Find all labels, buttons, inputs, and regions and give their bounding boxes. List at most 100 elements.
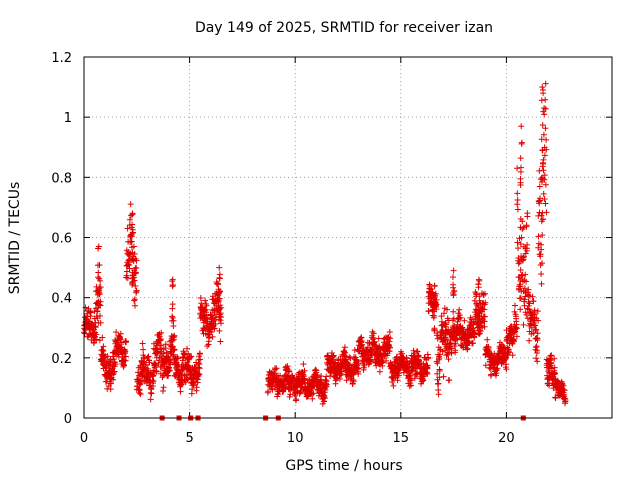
data-point: [122, 353, 129, 360]
data-point: [188, 353, 195, 360]
data-point: [94, 308, 101, 315]
chart-title: Day 149 of 2025, SRMTID for receiver iza…: [195, 20, 493, 36]
data-point: [523, 222, 530, 229]
data-point: [96, 291, 103, 298]
data-point: [386, 338, 393, 345]
data-point: [512, 324, 519, 331]
data-point: [184, 345, 190, 352]
data-point: [273, 365, 280, 372]
data-point: [350, 378, 357, 385]
data-point: [124, 275, 131, 282]
data-point: [136, 390, 143, 396]
data-point: [146, 359, 153, 366]
data-point: [464, 345, 471, 352]
data-point: [272, 366, 279, 373]
data-point: [562, 398, 569, 404]
data-point: [524, 241, 531, 248]
peak-point: [129, 281, 136, 288]
data-point: [347, 355, 354, 362]
data-point: [524, 213, 531, 220]
data-point: [435, 391, 442, 398]
data-point: [514, 239, 521, 246]
data-point: [435, 380, 442, 387]
data-point: [93, 331, 100, 338]
data-point: [440, 373, 447, 380]
data-point: [189, 386, 196, 393]
data-point: [444, 306, 450, 313]
data-point: [85, 305, 92, 312]
data-point: [457, 314, 464, 321]
data-point: [503, 366, 510, 373]
data-point: [301, 367, 308, 374]
data-point: [162, 345, 169, 352]
data-point: [177, 388, 184, 395]
data-point: [387, 335, 394, 342]
data-point: [171, 332, 178, 339]
data-point: [131, 250, 138, 257]
data-point: [175, 355, 181, 362]
data-point: [469, 340, 476, 347]
data-point: [436, 367, 443, 374]
data-point: [209, 333, 216, 340]
data-point: [520, 256, 527, 263]
data-point: [552, 370, 558, 377]
data-point: [157, 336, 164, 342]
data-point: [522, 250, 529, 257]
data-point: [137, 391, 144, 398]
data-point: [541, 196, 548, 202]
data-point: [552, 395, 559, 401]
data-point: [542, 200, 549, 207]
data-point: [537, 251, 544, 258]
data-point: [456, 312, 463, 319]
data-point: [538, 271, 545, 277]
peak-point: [95, 243, 102, 250]
data-point: [269, 386, 276, 393]
data-point: [290, 375, 297, 382]
data-point: [300, 361, 307, 368]
data-point: [526, 337, 533, 344]
data-point: [466, 339, 473, 346]
data-point: [375, 335, 382, 342]
data-point: [130, 274, 137, 281]
data-point: [538, 280, 545, 287]
data-point: [97, 319, 104, 326]
y-tick-label: 0.8: [51, 171, 72, 186]
data-point: [97, 312, 103, 319]
data-point: [370, 330, 377, 337]
data-point: [342, 349, 349, 356]
data-point: [520, 321, 527, 328]
data-point: [371, 342, 378, 348]
data-point: [142, 362, 149, 369]
data-point: [540, 190, 547, 197]
data-point: [526, 293, 533, 300]
data-point: [441, 310, 447, 317]
data-point: [425, 354, 432, 361]
data-point: [408, 382, 414, 389]
data-point: [534, 358, 541, 365]
data-point: [379, 359, 386, 366]
data-point: [282, 384, 289, 391]
peak-point: [216, 264, 223, 271]
data-point: [521, 253, 527, 260]
data-point: [526, 300, 533, 307]
data-point: [445, 326, 452, 333]
data-point: [539, 260, 545, 267]
peak-point: [540, 160, 547, 167]
data-point: [140, 346, 147, 353]
data-point: [343, 356, 350, 363]
data-point: [536, 167, 543, 174]
data-point: [167, 359, 174, 365]
data-point: [153, 368, 160, 375]
peak-point: [450, 308, 457, 315]
peak-point: [539, 84, 546, 91]
data-point: [178, 381, 185, 388]
peak-point: [517, 216, 524, 222]
data-point: [542, 96, 549, 103]
data-point: [166, 367, 173, 374]
data-point: [438, 313, 445, 320]
data-point: [517, 306, 524, 313]
data-point: [174, 354, 181, 361]
peak-point: [518, 140, 525, 147]
data-point: [160, 384, 167, 391]
data-point: [436, 355, 443, 362]
